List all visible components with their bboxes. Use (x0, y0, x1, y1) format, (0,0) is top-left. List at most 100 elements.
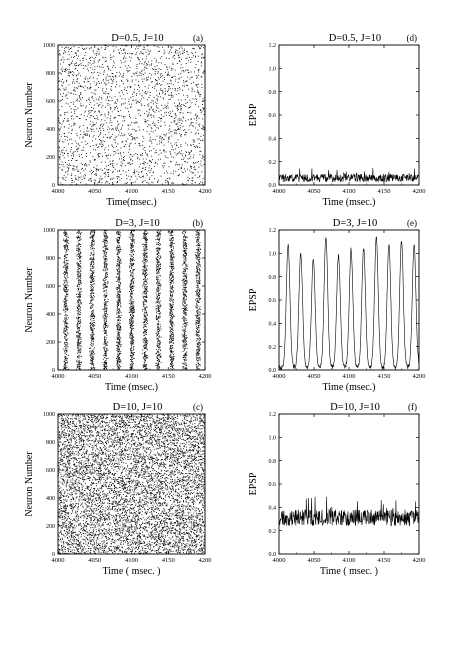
spike-dot (182, 279, 184, 281)
spike-dot (79, 298, 81, 300)
spike-dot (118, 321, 120, 323)
spike-dot (130, 274, 131, 276)
spike-dot (116, 126, 118, 128)
spike-dot (112, 80, 114, 82)
spike-dot (98, 136, 100, 138)
spike-dot (158, 339, 159, 341)
spike-dot (190, 165, 191, 167)
spike-dot (70, 56, 72, 58)
spike-dot (93, 283, 95, 285)
spike-dot (83, 81, 85, 82)
spike-dot (141, 144, 143, 146)
spike-dot (137, 158, 138, 160)
spike-dot (130, 309, 132, 311)
spike-dot (132, 138, 134, 140)
spike-dot (78, 274, 80, 276)
spike-dot (58, 109, 60, 111)
spike-dot (130, 86, 132, 88)
spike-dot (171, 272, 173, 274)
spike-dot (77, 107, 79, 109)
spike-dot (111, 97, 113, 99)
spike-dot (195, 122, 197, 124)
spike-dot (88, 70, 90, 72)
spike-dot (156, 278, 158, 280)
spike-dot (181, 307, 183, 309)
spike-dot (120, 351, 122, 353)
spike-dot (63, 282, 65, 284)
spike-dot (133, 277, 135, 279)
spike-dot (130, 158, 132, 160)
spike-dot (143, 357, 145, 359)
spike-dot (80, 93, 82, 95)
spike-dot (106, 172, 108, 173)
spike-dot (66, 303, 67, 305)
spike-dot (63, 348, 65, 350)
spike-dot (118, 170, 120, 172)
spike-dot (104, 329, 105, 331)
spike-dot (66, 345, 68, 347)
spike-dot (146, 317, 148, 319)
spike-dot (183, 294, 185, 296)
spike-dot (182, 294, 184, 296)
spike-dot (198, 332, 200, 333)
spike-dot (104, 273, 106, 275)
spike-dot (87, 142, 89, 144)
spike-dot (92, 318, 94, 320)
spike-dot (78, 82, 80, 84)
spike-dot (143, 291, 145, 293)
spike-dot (94, 174, 96, 176)
spike-dot (143, 313, 145, 315)
spike-dot (196, 304, 198, 305)
spike-dot (158, 179, 159, 181)
spike-dot (130, 361, 132, 363)
spike-dot (65, 284, 67, 286)
spike-dot (198, 274, 200, 276)
spike-dot (183, 320, 185, 322)
spike-dot (116, 276, 118, 278)
spike-dot (104, 331, 106, 333)
spike-dot (90, 76, 92, 78)
spike-dot (175, 115, 177, 116)
spike-dot (198, 359, 200, 361)
spike-dot (116, 338, 118, 340)
spike-dot (63, 279, 65, 281)
spike-dot (102, 124, 104, 126)
spike-dot (166, 66, 168, 68)
spike-dot (132, 335, 134, 337)
spike-dot (117, 347, 119, 349)
spike-dot (145, 288, 147, 290)
spike-dot (66, 272, 68, 274)
spike-dot (139, 129, 141, 131)
spike-dot (198, 138, 200, 140)
spike-dot (158, 362, 160, 364)
spike-dot (91, 324, 93, 326)
spike-dot (198, 183, 200, 184)
spike-dot (135, 48, 136, 50)
spike-dot (103, 129, 105, 131)
spike-dot (131, 275, 133, 277)
spike-dot (77, 298, 79, 300)
spike-dot (116, 266, 118, 268)
spike-dot (197, 311, 199, 313)
spike-dot (158, 321, 160, 323)
spike-dot (185, 288, 186, 290)
spike-dot (63, 61, 64, 63)
spike-dot (197, 292, 199, 294)
spike-dot (90, 308, 91, 309)
spike-dot (120, 282, 121, 284)
spike-dot (194, 174, 196, 176)
spike-dot (84, 173, 86, 175)
spike-dot (188, 88, 190, 90)
spike-dot (119, 288, 121, 290)
spike-dot (72, 74, 74, 76)
spike-dot (128, 65, 129, 67)
spike-dot (184, 268, 185, 270)
spike-dot (180, 76, 182, 78)
spike-dot (169, 311, 171, 313)
spike-dot (183, 348, 185, 350)
spike-dot (171, 321, 173, 323)
spike-dot (64, 334, 66, 336)
spike-dot (199, 317, 201, 319)
spike-dot (69, 163, 70, 165)
spike-dot (144, 268, 146, 270)
